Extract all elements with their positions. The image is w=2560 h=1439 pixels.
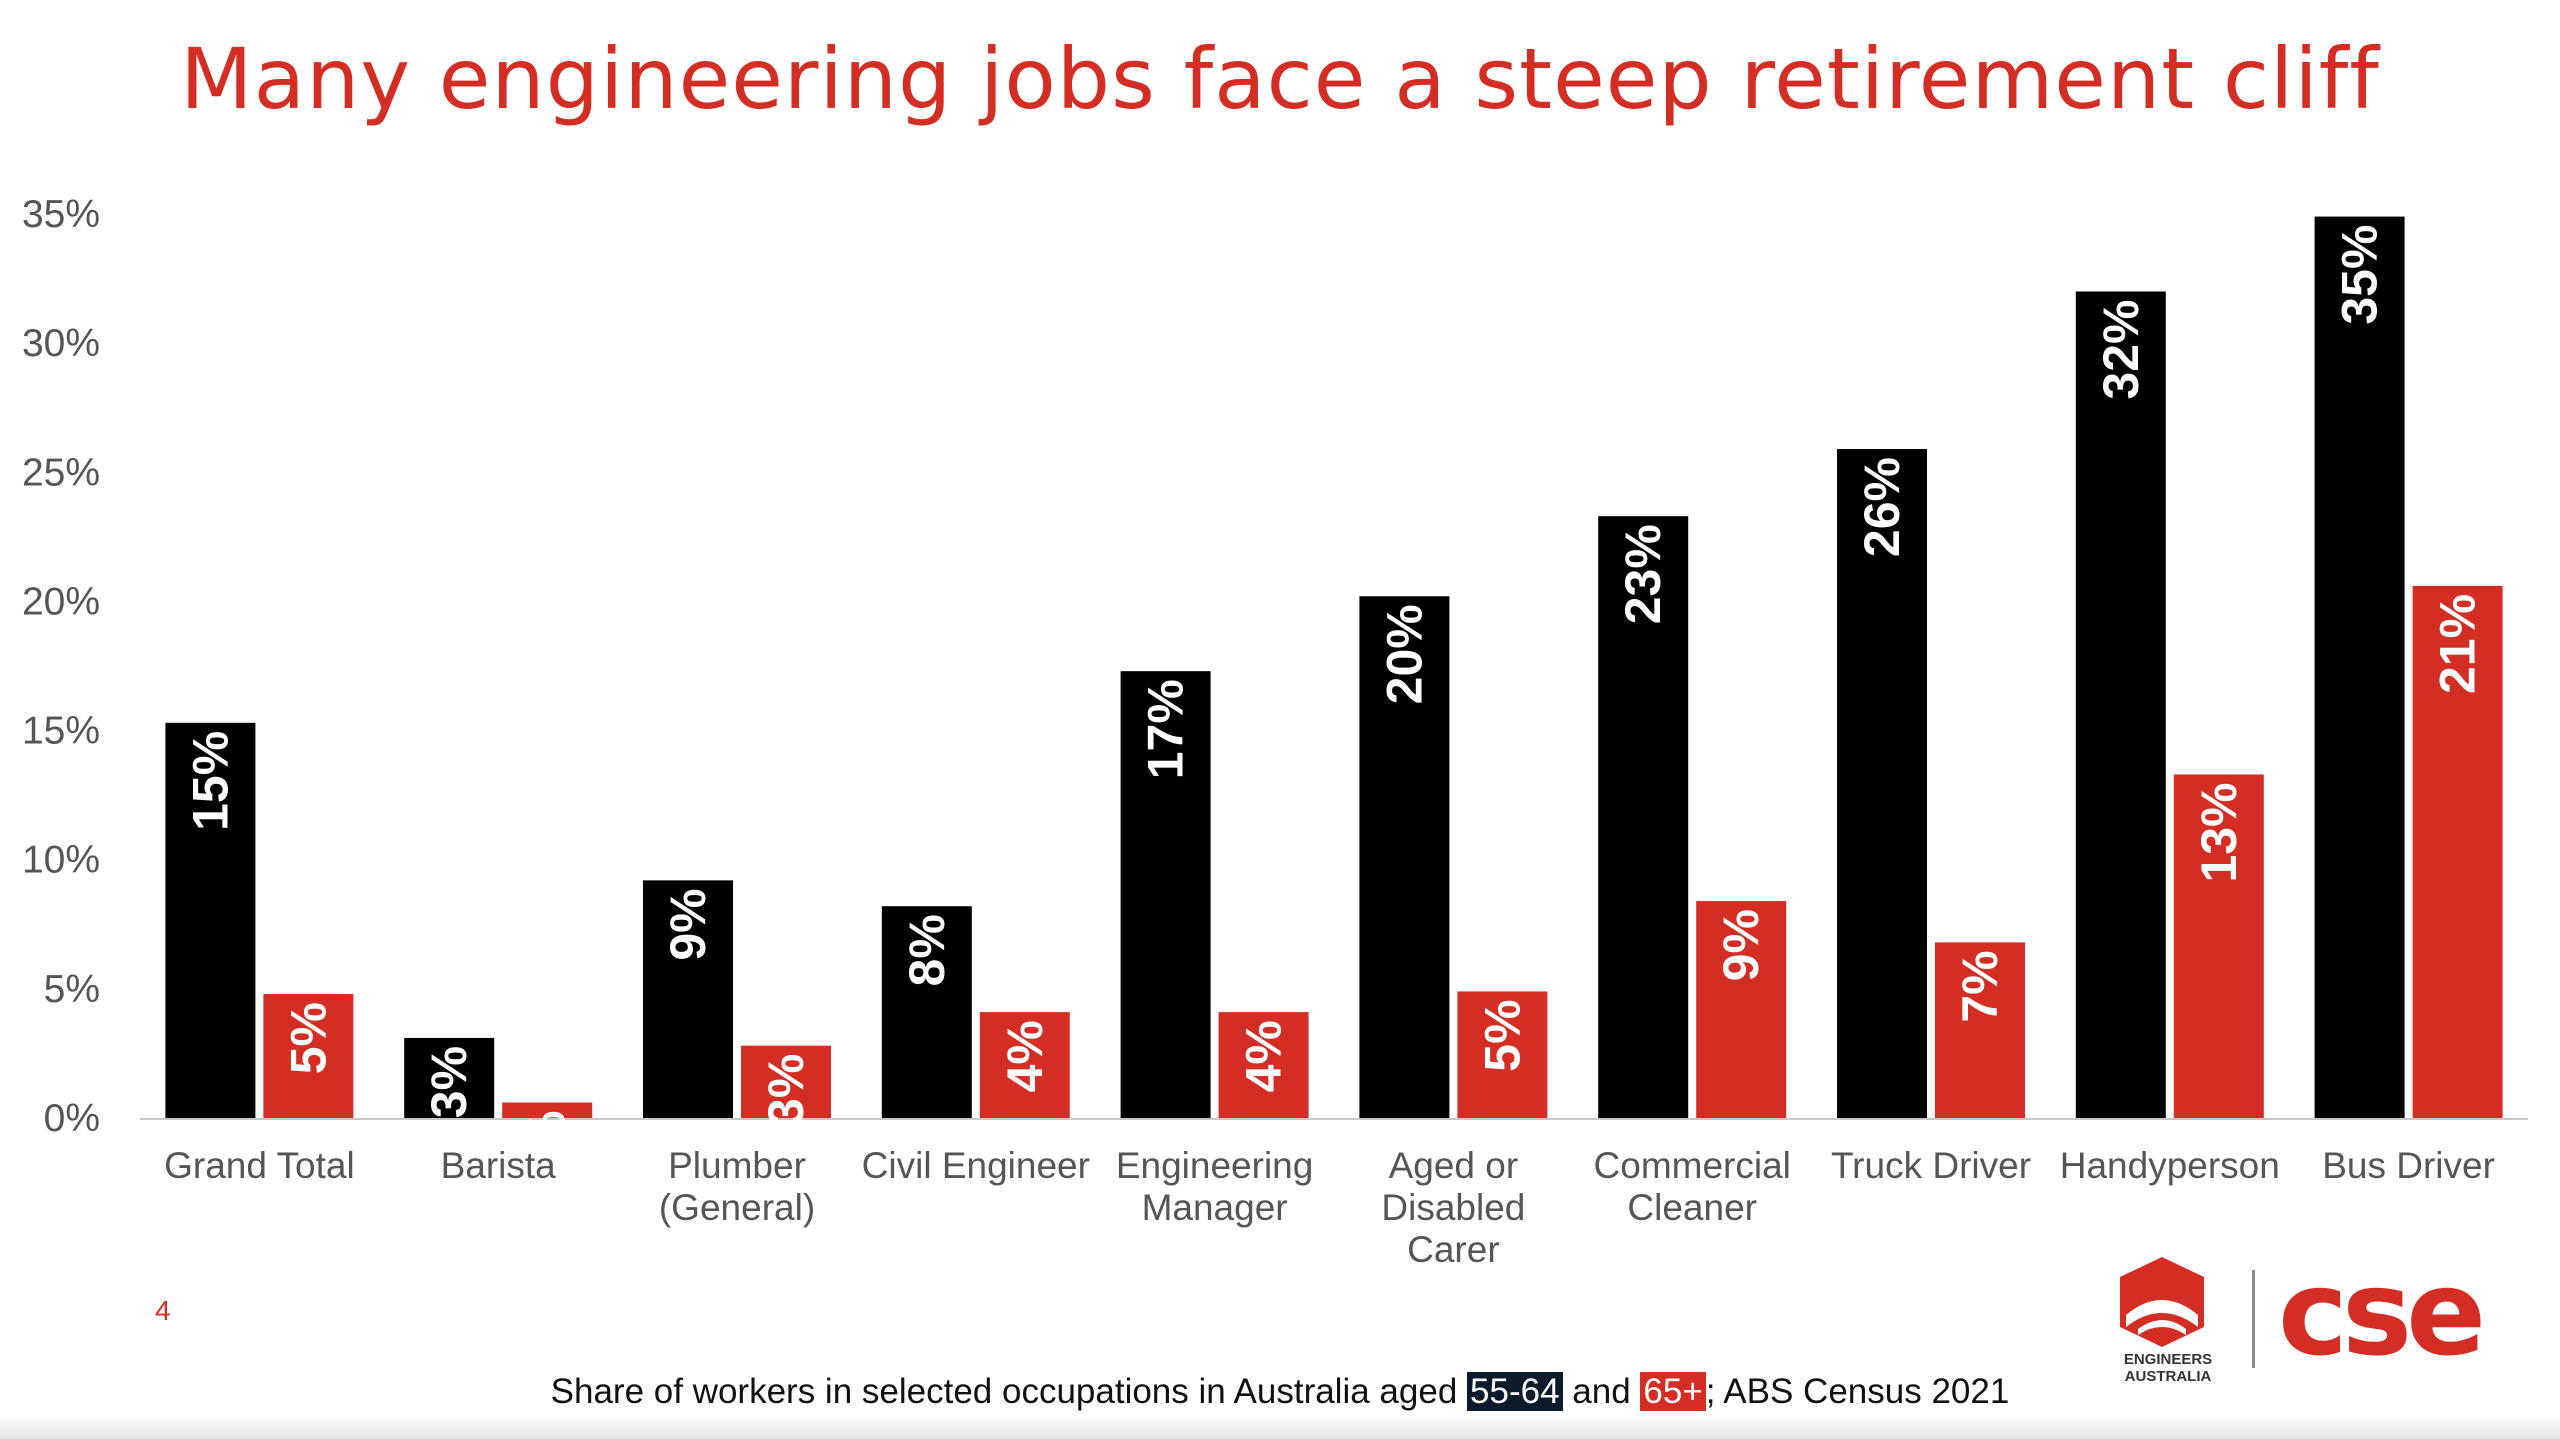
data-label: 5% (280, 1002, 336, 1074)
bar (502, 1102, 593, 1118)
x-category-label: Commercial (1594, 1145, 1791, 1186)
data-label: 13% (2191, 782, 2247, 882)
data-label: 4% (997, 1020, 1053, 1092)
x-category-label: Aged or (1389, 1145, 1519, 1186)
bar (741, 1045, 831, 1118)
bar-chart: 0% 5% 10% 15% 20% 25% 30% 35% 15% 5% Grand Total 3%… (22, 193, 2528, 1270)
data-label: 23% (1615, 524, 1671, 624)
x-category-label: Disabled (1381, 1187, 1525, 1228)
bar (263, 994, 354, 1118)
bar (979, 1012, 1070, 1118)
page-number: 4 (155, 1295, 171, 1326)
bar (1598, 516, 1689, 1118)
x-category-label: Manager (1142, 1187, 1288, 1228)
y-tick-label: 35% (22, 193, 100, 236)
legend-chip-65-plus: 65+ (1640, 1372, 1706, 1411)
x-category-label: Truck Driver (1831, 1145, 2031, 1186)
bar (404, 1037, 495, 1118)
x-category-label: Barista (441, 1145, 557, 1186)
bar (1457, 991, 1548, 1118)
cse-logo-icon: cse (2278, 1262, 2487, 1372)
bar (2314, 216, 2405, 1118)
bar (1120, 671, 1211, 1118)
x-category-label: Handyperson (2060, 1145, 2280, 1186)
x-category-label: Bus Driver (2322, 1145, 2495, 1186)
engineers-australia-logo-icon (2120, 1257, 2204, 1347)
data-label: 8% (899, 914, 955, 986)
page-title: Many engineering jobs face a steep retir… (180, 30, 2380, 128)
bar (1359, 596, 1450, 1118)
y-tick-label: 30% (22, 322, 100, 365)
bar (2412, 585, 2503, 1118)
x-category-label: Engineering (1116, 1145, 1313, 1186)
chart-caption: Share of workers in selected occupations… (0, 1372, 2560, 1412)
caption-suffix: ; ABS Census 2021 (1705, 1372, 2010, 1411)
engineers-australia-text: ENGINEERS AUSTRALIA (2123, 1351, 2213, 1385)
data-label: 15% (182, 731, 238, 831)
data-label: 9% (1713, 909, 1769, 981)
data-label: 20% (1376, 604, 1432, 704)
data-label: 26% (1854, 457, 1910, 557)
data-label: 5% (1474, 999, 1530, 1071)
data-label: 4% (1236, 1020, 1292, 1092)
legend-chip-55-64: 55-64 (1467, 1372, 1563, 1411)
bar (881, 906, 972, 1118)
bar (1218, 1012, 1309, 1118)
data-label: 3% (421, 1046, 477, 1118)
y-tick-label: 5% (44, 968, 100, 1011)
x-category-label: Carer (1407, 1229, 1500, 1270)
data-label: 1% (519, 1111, 575, 1183)
bar (2173, 774, 2264, 1118)
caption-prefix: Share of workers in selected occupations… (550, 1372, 1468, 1411)
y-tick-label: 20% (22, 580, 100, 623)
bar (643, 880, 733, 1118)
data-label: 21% (2430, 594, 2486, 694)
engineers-australia-wordmark: ENGINEERS AUSTRALIA (2112, 1351, 2224, 1385)
x-category-label: (General) (659, 1187, 815, 1228)
data-label: 7% (1952, 950, 2008, 1022)
logo-divider (2252, 1270, 2255, 1368)
bar (165, 722, 256, 1118)
bar (1696, 901, 1787, 1118)
y-tick-label: 0% (44, 1097, 100, 1140)
x-category-label: Plumber (668, 1145, 806, 1186)
x-category-label: Grand Total (164, 1145, 355, 1186)
bar (2075, 291, 2166, 1118)
data-label: 17% (1138, 679, 1194, 779)
caption-middle: and (1562, 1372, 1641, 1411)
bar (1935, 942, 2025, 1118)
data-label: 32% (2093, 299, 2149, 399)
x-category-label: Cleaner (1627, 1187, 1757, 1228)
y-tick-label: 10% (22, 839, 100, 882)
y-tick-label: 15% (22, 710, 100, 753)
bottom-shade (0, 1415, 2560, 1439)
x-category-label: Civil Engineer (862, 1145, 1090, 1186)
bar (1837, 449, 1927, 1118)
data-label: 35% (2332, 225, 2388, 325)
y-tick-label: 25% (22, 451, 100, 494)
cse-logo-text: cse (2278, 1262, 2481, 1372)
data-label: 3% (758, 1054, 814, 1126)
data-label: 9% (660, 888, 716, 960)
